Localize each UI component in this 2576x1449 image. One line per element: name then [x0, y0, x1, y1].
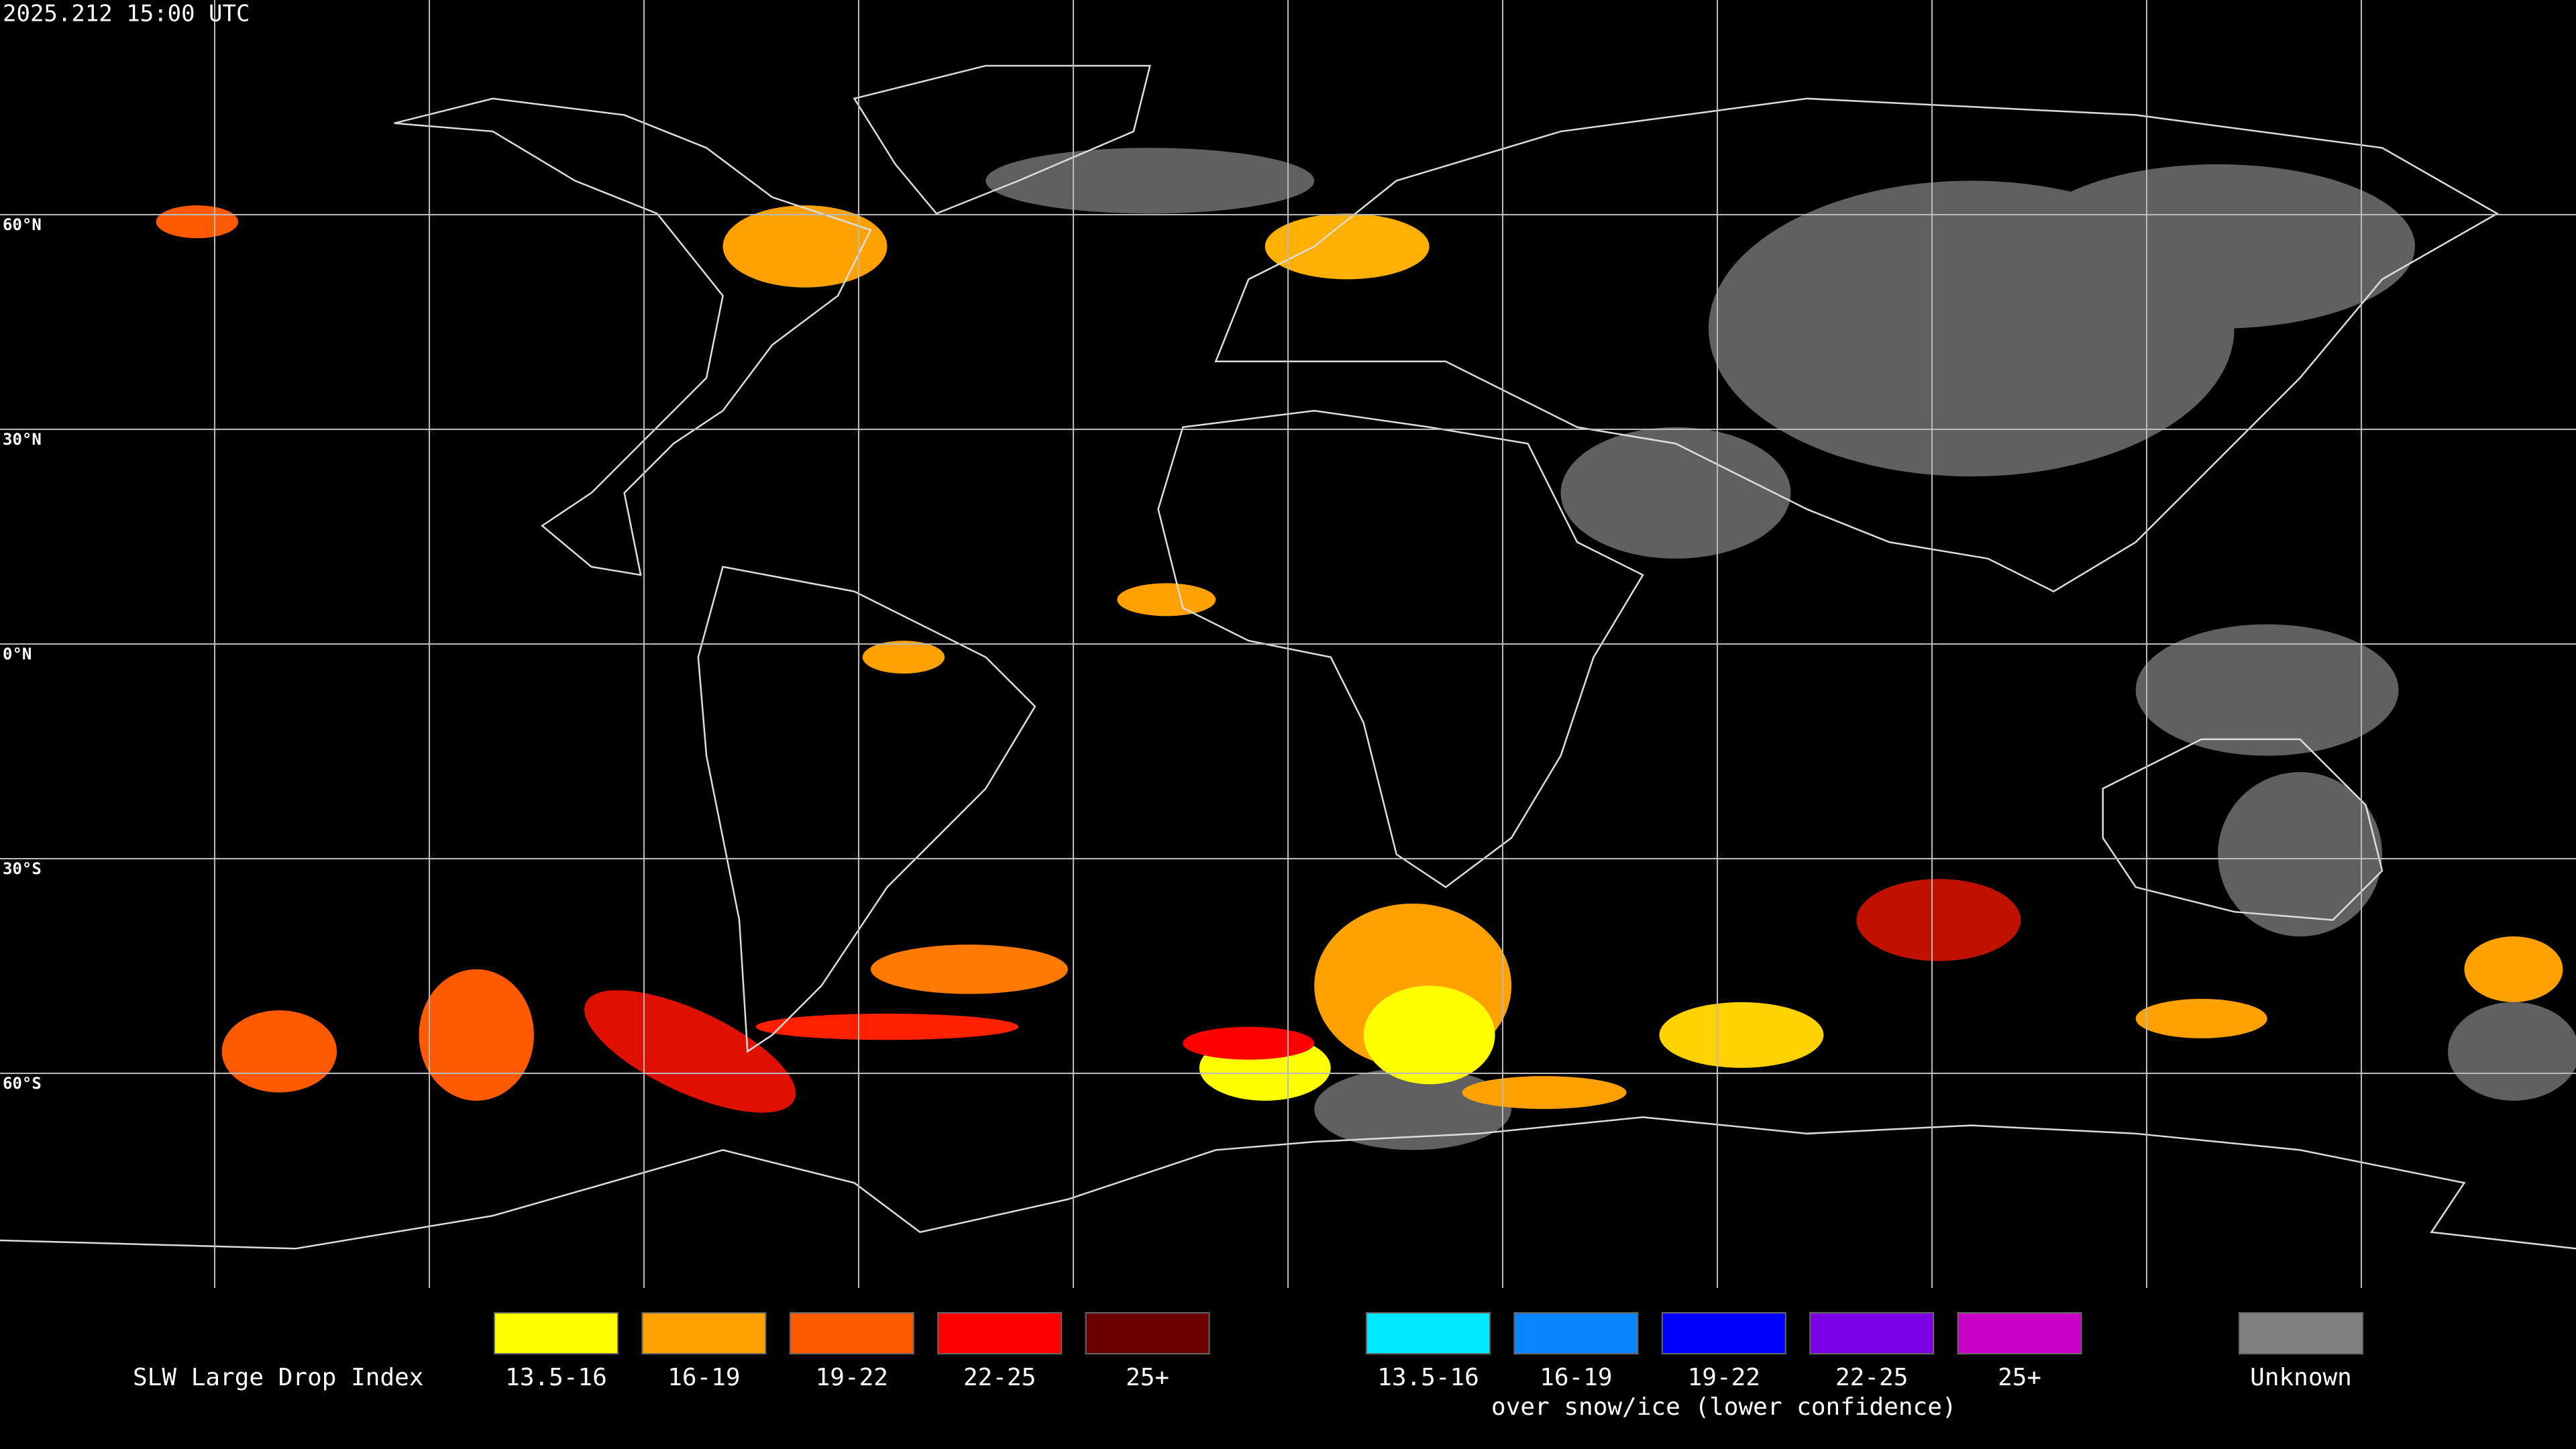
legend-swatch	[641, 1312, 767, 1354]
latitude-label: 30°S	[3, 859, 42, 878]
legend-label: Unknown	[2250, 1364, 2352, 1391]
legend-area	[0, 1288, 2576, 1449]
legend-caption: over snow/ice (lower confidence)	[1491, 1393, 1957, 1421]
legend-label: 22-25	[1835, 1364, 1908, 1391]
legend-swatch	[1661, 1312, 1786, 1354]
legend-swatch	[494, 1312, 619, 1354]
graticule: 60°N 30°N 0°N 30°S 60°S	[0, 0, 2576, 1288]
legend-swatch	[1809, 1312, 1935, 1354]
latitude-label: 60°N	[3, 215, 42, 234]
latitude-label: 30°N	[3, 430, 42, 449]
latitude-label: 60°S	[3, 1074, 42, 1093]
legend-swatch	[2239, 1312, 2363, 1354]
timestamp: 2025.212 15:00 UTC	[3, 1, 250, 28]
latitude-label: 0°N	[3, 645, 32, 663]
legend-label: 13.5-16	[505, 1364, 607, 1391]
legend: 13.5-16 16-19 19-22 22-25 25+ 13.5-16 16-19 19-…	[494, 1312, 2363, 1421]
legend-swatch	[937, 1312, 1063, 1354]
legend-label: 25+	[1126, 1364, 1169, 1391]
map-imagery	[0, 66, 2576, 1248]
legend-label: 22-25	[963, 1364, 1036, 1391]
legend-swatch	[789, 1312, 914, 1354]
legend-swatch	[1366, 1312, 1491, 1354]
legend-label: 19-22	[1688, 1364, 1760, 1391]
legend-label: 16-19	[667, 1364, 740, 1391]
legend-title: SLW Large Drop Index	[133, 1364, 423, 1391]
legend-label: 13.5-16	[1377, 1364, 1479, 1391]
legend-swatch	[1085, 1312, 1210, 1354]
legend-label: 19-22	[816, 1364, 888, 1391]
legend-label: 16-19	[1540, 1364, 1612, 1391]
legend-swatch	[1957, 1312, 2082, 1354]
legend-label: 25+	[1998, 1364, 2041, 1391]
legend-swatch	[1513, 1312, 1639, 1354]
